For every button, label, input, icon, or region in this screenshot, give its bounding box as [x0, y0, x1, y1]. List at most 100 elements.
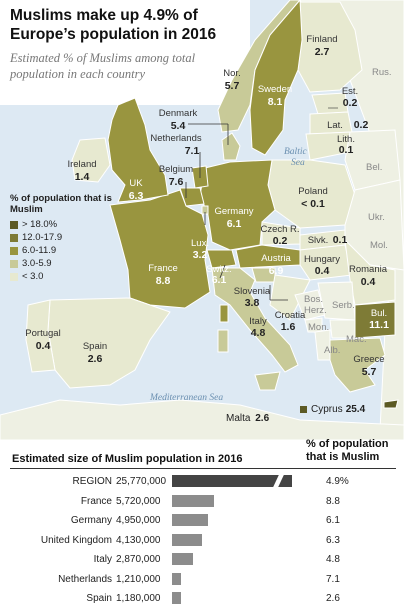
row-name: REGION — [72, 476, 112, 487]
row-name: France — [80, 495, 112, 507]
svg-text:5.7: 5.7 — [362, 366, 377, 378]
mediterranean-sea-label: Mediterranean Sea — [149, 393, 223, 403]
svg-text:2.6: 2.6 — [88, 353, 103, 365]
row-name: Germany — [70, 515, 112, 526]
label-bosnia: Bos. — [304, 294, 323, 305]
svg-text:Switz.: Switz. — [206, 264, 231, 275]
legend-item: 3.0-5.9 — [10, 257, 130, 270]
svg-text:Germany: Germany — [214, 206, 253, 217]
row-population: 25,770,000 — [116, 476, 167, 487]
country-hungary — [299, 244, 353, 281]
cyprus-callout: Cyprus 25.4 — [300, 404, 365, 415]
country-romania — [344, 238, 396, 306]
table-row: Italy 2,870,000 4.8 — [0, 551, 404, 569]
legend-item: > 18.0% — [10, 218, 130, 231]
legend-label: > 18.0% — [22, 219, 58, 230]
label-lithuania: Lith. 0.1 — [337, 134, 355, 156]
north-africa — [0, 399, 404, 440]
country-uk — [107, 97, 169, 203]
svg-text:Czech R.: Czech R. — [260, 224, 299, 235]
label-greece: Greece 5.7 — [353, 354, 384, 378]
svg-text:0.2: 0.2 — [273, 235, 288, 247]
label-moldova: Mol. — [370, 240, 388, 251]
svg-text:Ireland: Ireland — [67, 159, 96, 170]
table-rule — [10, 468, 396, 469]
svg-text:5.7: 5.7 — [225, 80, 240, 92]
page-title: Muslims make up 4.9% of Europe’s populat… — [10, 7, 217, 43]
row-name: United Kingdom — [40, 534, 112, 546]
country-switzerland — [206, 249, 237, 269]
svg-text:Lat.: Lat. — [327, 120, 343, 131]
svg-text:11.1: 11.1 — [369, 319, 389, 331]
table-row: United Kingdom 4,130,000 6.3 — [0, 532, 404, 550]
svg-text:Portugal: Portugal — [25, 328, 60, 339]
legend-swatch — [10, 220, 18, 229]
label-albania: Alb. — [324, 345, 340, 356]
country-sicily — [254, 371, 281, 391]
table-row: Spain 1,180,000 2.6 — [0, 590, 404, 608]
row-population: 1,180,000 — [116, 593, 161, 604]
label-germany: Germany 6.1 — [214, 206, 253, 230]
malta-callout: Malta 2.6 — [226, 413, 269, 424]
row-bar — [172, 592, 181, 604]
legend-item: < 3.0 — [10, 270, 130, 283]
svg-text:France: France — [148, 263, 178, 274]
row-population: 4,950,000 — [116, 515, 161, 526]
svg-text:Bul.: Bul. — [371, 308, 387, 319]
svg-text:Greece: Greece — [353, 354, 384, 365]
svg-text:Slovenia: Slovenia — [234, 286, 271, 297]
row-bar — [172, 533, 203, 546]
label-slovakia: Slvk. 0.1 — [308, 234, 348, 246]
label-belgium: Belgium 7.6 — [159, 164, 193, 188]
svg-text:8.8: 8.8 — [156, 275, 171, 287]
country-corsica — [219, 304, 229, 323]
svg-text:7.6: 7.6 — [169, 176, 184, 188]
row-pct: 6.3 — [326, 534, 340, 546]
pct-column-header: % of population that is Muslim — [306, 438, 389, 463]
country-portugal — [25, 299, 56, 373]
country-italy — [211, 267, 299, 373]
row-bar — [172, 474, 292, 488]
label-denmark: Denmark 5.4 — [159, 108, 198, 132]
legend-label: 12.0-17.9 — [22, 232, 63, 243]
row-pct: 6.1 — [326, 515, 340, 526]
row-pct: 7.1 — [326, 573, 340, 585]
svg-text:Lith.: Lith. — [337, 134, 355, 145]
svg-text:Poland: Poland — [298, 186, 328, 197]
label-luxembourg: Lux. 3.2 — [191, 238, 209, 261]
label-serbia: Serb. — [332, 300, 355, 311]
svg-text:7.1: 7.1 — [185, 145, 200, 157]
label-austria: Austria 6.9 — [261, 253, 291, 277]
label-sweden: Sweden 8.1 — [258, 84, 292, 108]
label-netherlands: Netherlands 7.1 — [150, 133, 201, 157]
row-pct: 8.8 — [326, 495, 340, 507]
label-montenegro: Mon. — [308, 322, 329, 333]
label-czech: Czech R. 0.2 — [260, 224, 299, 247]
label-russia: Rus. — [372, 67, 392, 78]
svg-text:Hungary: Hungary — [304, 254, 340, 265]
cyprus-swatch — [300, 406, 307, 413]
row-name: Netherlands — [58, 573, 112, 585]
row-pct: 2.6 — [326, 593, 340, 604]
label-romania: Romania 0.4 — [349, 264, 388, 288]
bar-break — [272, 474, 285, 488]
svg-text:Nor.: Nor. — [223, 68, 240, 79]
row-population: 4,130,000 — [116, 534, 161, 546]
legend-swatch — [10, 233, 18, 242]
svg-text:3.2: 3.2 — [193, 249, 208, 261]
legend-label: < 3.0 — [22, 271, 44, 282]
svg-text:1.4: 1.4 — [75, 171, 90, 183]
country-luxembourg — [201, 205, 209, 215]
row-bar — [172, 494, 214, 507]
svg-text:Spain: Spain — [83, 341, 107, 352]
svg-text:Lux.: Lux. — [191, 238, 209, 249]
label-ireland: Ireland 1.4 — [67, 159, 96, 183]
europe-map: Baltic Sea Mediterranean Sea Finland 2.7… — [0, 0, 404, 440]
svg-text:2.7: 2.7 — [315, 46, 330, 58]
legend-item: 6.0-11.9 — [10, 244, 130, 257]
legend-swatch — [10, 259, 18, 268]
legend-swatch — [10, 246, 18, 255]
svg-text:1.6: 1.6 — [281, 321, 296, 333]
svg-text:0.1: 0.1 — [333, 234, 348, 246]
label-france: France 8.8 — [148, 263, 178, 287]
